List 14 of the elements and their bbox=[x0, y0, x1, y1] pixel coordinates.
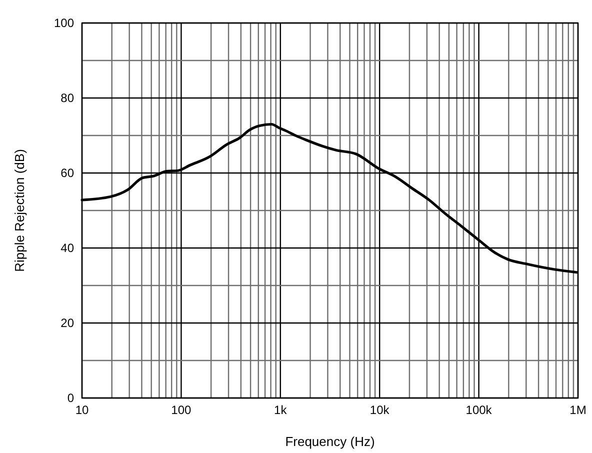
y-tick-label: 60 bbox=[60, 166, 74, 180]
y-tick-label: 100 bbox=[54, 16, 74, 30]
x-tick-label: 1M bbox=[570, 403, 586, 417]
x-tick-label: 10k bbox=[370, 403, 390, 417]
y-tick-label: 20 bbox=[60, 316, 74, 330]
y-tick-label: 80 bbox=[60, 91, 74, 105]
x-tick-label: 100k bbox=[466, 403, 493, 417]
x-tick-label: 10 bbox=[75, 403, 89, 417]
y-tick-label: 0 bbox=[67, 391, 74, 405]
y-tick-label: 40 bbox=[60, 241, 74, 255]
x-tick-label: 1k bbox=[274, 403, 288, 417]
x-axis-title: Frequency (Hz) bbox=[285, 434, 375, 449]
x-tick-label: 100 bbox=[171, 403, 192, 417]
y-axis-title: Ripple Rejection (dB) bbox=[12, 149, 27, 272]
